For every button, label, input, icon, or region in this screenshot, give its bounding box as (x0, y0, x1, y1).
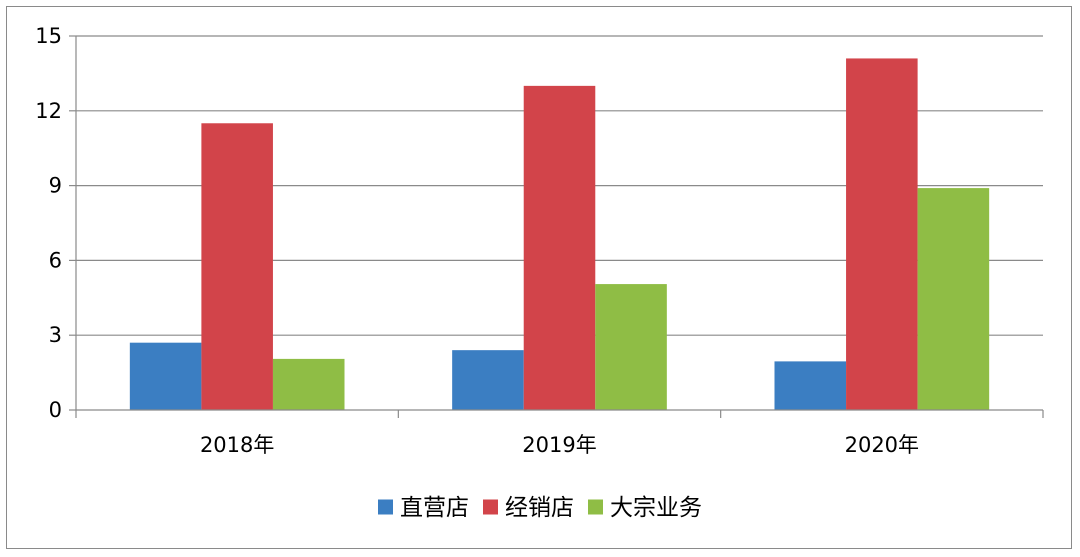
legend-swatch (378, 499, 393, 515)
bar (595, 284, 667, 410)
y-tick-label: 3 (49, 323, 62, 347)
bar (452, 350, 524, 410)
y-tick-label: 15 (35, 24, 62, 48)
bar (774, 361, 847, 410)
x-tick-label: 2020年 (845, 433, 919, 457)
bars (129, 58, 990, 411)
legend-swatch (588, 499, 603, 515)
x-tick-label: 2019年 (522, 433, 596, 457)
bar (272, 358, 345, 410)
legend-label: 经销店 (505, 495, 574, 521)
y-tick-label: 0 (49, 398, 62, 422)
bar (846, 58, 918, 410)
bar (201, 123, 273, 411)
legend-swatch (483, 499, 498, 515)
bar (523, 85, 596, 410)
axes (69, 35, 1044, 418)
y-tick-label: 9 (49, 174, 62, 198)
legend-label: 直营店 (400, 495, 469, 521)
y-tick-labels: 0 3 6 9 12 15 (35, 24, 62, 422)
x-tick-label: 2018年 (200, 433, 274, 457)
y-tick-label: 12 (35, 99, 62, 123)
legend-label: 大宗业务 (610, 495, 702, 521)
bar (917, 188, 990, 410)
legend: 直营店 经销店 大宗业务 (378, 495, 702, 521)
bar (129, 342, 202, 410)
x-tick-labels: 2018年 2019年 2020年 (200, 433, 919, 457)
y-tick-label: 6 (49, 248, 62, 272)
